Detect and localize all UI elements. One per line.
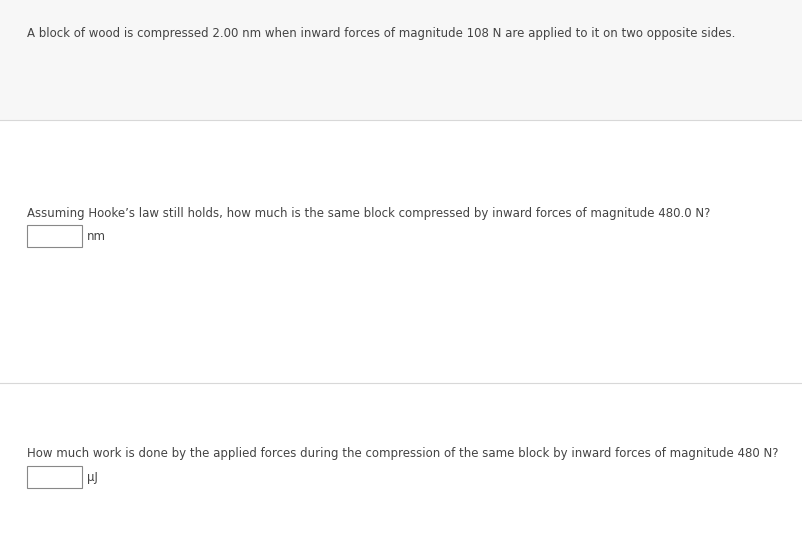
Text: Assuming Hooke’s law still holds, how much is the same block compressed by inwar: Assuming Hooke’s law still holds, how mu… — [27, 207, 711, 220]
Bar — [0, 0, 802, 120]
Text: nm: nm — [87, 230, 106, 243]
Text: How much work is done by the applied forces during the compression of the same b: How much work is done by the applied for… — [27, 447, 779, 460]
Bar — [27, 225, 82, 247]
Text: A block of wood is compressed 2.00 nm when inward forces of magnitude 108 N are : A block of wood is compressed 2.00 nm wh… — [27, 27, 735, 40]
Text: μJ: μJ — [87, 471, 98, 484]
Bar — [27, 466, 82, 488]
